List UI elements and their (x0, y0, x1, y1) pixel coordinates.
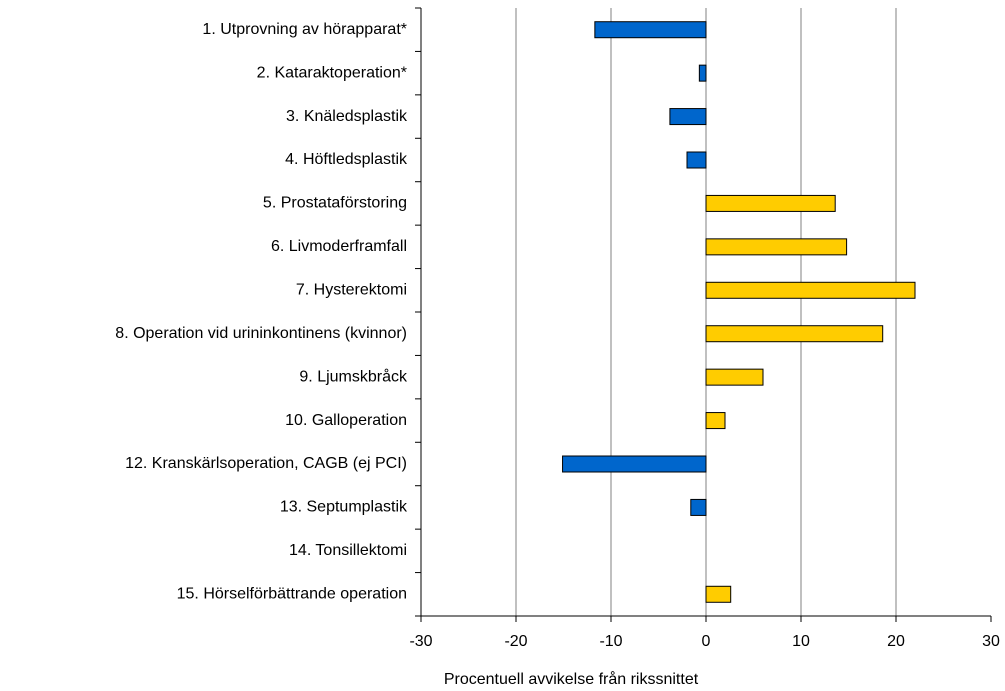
x-tick-label: 10 (792, 633, 810, 650)
bar (705, 585, 732, 603)
y-tick-label: 12. Kranskärlsoperation, CAGB (ej PCI) (125, 455, 407, 472)
bar (669, 108, 707, 126)
bar (686, 151, 707, 169)
bar (705, 368, 764, 386)
y-tick-label: 14. Tonsillektomi (289, 542, 407, 559)
y-tick-label: 15. Hörselförbättrande operation (177, 586, 407, 603)
x-tick-label: -30 (409, 633, 432, 650)
bar (705, 325, 884, 343)
y-tick-label: 6. Livmoderframfall (271, 238, 407, 255)
y-tick-label: 1. Utprovning av hörapparat* (202, 21, 407, 38)
bar (594, 21, 707, 39)
y-tick-label: 10. Galloperation (285, 412, 407, 429)
x-axis-label: Procentuell avvikelse från rikssnittet (444, 670, 699, 688)
y-tick-label: 8. Operation vid urininkontinens (kvinno… (115, 325, 407, 342)
bar (698, 64, 707, 82)
y-tick-label: 2. Kataraktoperation* (257, 64, 407, 81)
y-tick-label: 13. Septumplastik (280, 499, 408, 516)
y-tick-label: 3. Knäledsplastik (286, 108, 408, 125)
bar (705, 281, 916, 299)
bar (562, 455, 707, 473)
x-tick-label: -20 (504, 633, 527, 650)
bar (705, 238, 848, 256)
bar (705, 194, 836, 212)
x-tick-label: 0 (702, 633, 711, 650)
x-tick-label: -10 (599, 633, 622, 650)
y-tick-label: 7. Hysterektomi (296, 282, 407, 299)
x-tick-label: 30 (982, 633, 1000, 650)
bar (705, 412, 726, 430)
y-tick-label: 5. Prostataförstoring (263, 195, 407, 212)
y-tick-label: 4. Höftledsplastik (285, 151, 408, 168)
bar (690, 498, 707, 516)
y-tick-label: 9. Ljumskbråck (299, 367, 408, 385)
x-tick-label: 20 (887, 633, 905, 650)
